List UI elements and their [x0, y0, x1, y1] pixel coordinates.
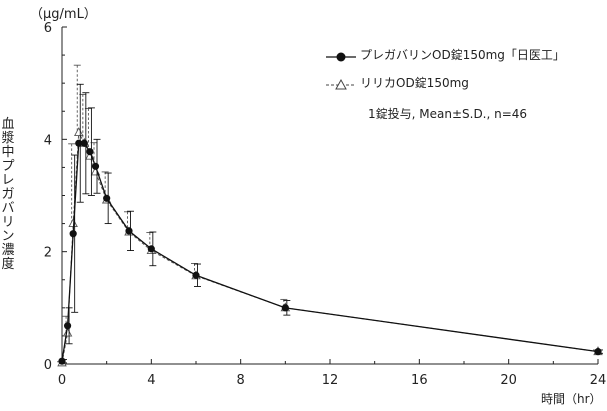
y-axis-label-char: ガ — [1, 187, 15, 202]
y-tick-label: 4 — [44, 133, 52, 148]
y-tick-label: 0 — [44, 358, 52, 373]
data-point — [75, 139, 83, 147]
y-tick-label: 2 — [44, 246, 52, 261]
data-point — [86, 148, 94, 156]
y-axis-label-char: レ — [1, 173, 15, 188]
data-point — [192, 271, 200, 279]
y-axis-label-char: 濃 — [1, 243, 15, 258]
series-line — [61, 142, 599, 362]
x-tick-label: 4 — [147, 373, 155, 388]
legend-marker-reference — [335, 78, 347, 90]
x-tick-label: 24 — [590, 373, 607, 388]
x-tick-label: 8 — [237, 373, 245, 388]
y-tick-label: 6 — [44, 21, 52, 36]
data-point — [125, 227, 133, 235]
legend — [326, 52, 356, 90]
series-layer — [57, 64, 603, 367]
legend-label-test: プレガバリンOD錠150mg「日医工」 — [360, 48, 565, 62]
data-point — [147, 245, 155, 253]
chart-annotation: 1錠投与, Mean±S.D., n=46 — [368, 107, 528, 121]
y-axis-unit: （μg/mL） — [30, 7, 97, 22]
x-tick-label: 0 — [58, 373, 66, 388]
legend-label-reference: リリカOD錠150mg — [360, 76, 469, 90]
data-point — [80, 139, 88, 147]
legend-marker-test — [336, 52, 346, 62]
series-line — [61, 130, 599, 363]
y-axis-label-char: 度 — [1, 257, 15, 272]
data-point — [63, 322, 72, 330]
data-point — [91, 162, 100, 170]
x-tick-label: 12 — [322, 373, 339, 388]
series-test — [58, 83, 603, 365]
y-axis-label-char: バ — [1, 201, 15, 216]
x-tick-label: 16 — [411, 373, 428, 388]
y-axis-label-char: リ — [1, 215, 15, 230]
y-axis-label-char: 漿 — [1, 131, 15, 146]
y-axis-label-char: 血 — [1, 117, 15, 132]
y-axis-label-char: プ — [1, 159, 15, 174]
x-tick-label: 20 — [500, 373, 517, 388]
data-point — [281, 304, 289, 312]
x-axis-label: 時間（hr） — [541, 392, 602, 406]
data-point — [69, 230, 77, 238]
data-point — [594, 348, 602, 356]
y-axis-label-char: 中 — [1, 145, 15, 160]
y-axis-label-char: ン — [1, 229, 15, 244]
data-point — [58, 357, 66, 365]
data-point — [74, 127, 84, 137]
data-point — [103, 194, 111, 202]
data-point — [62, 327, 73, 337]
y-axis-label: 血漿中プレガバリン濃度 — [0, 118, 16, 272]
